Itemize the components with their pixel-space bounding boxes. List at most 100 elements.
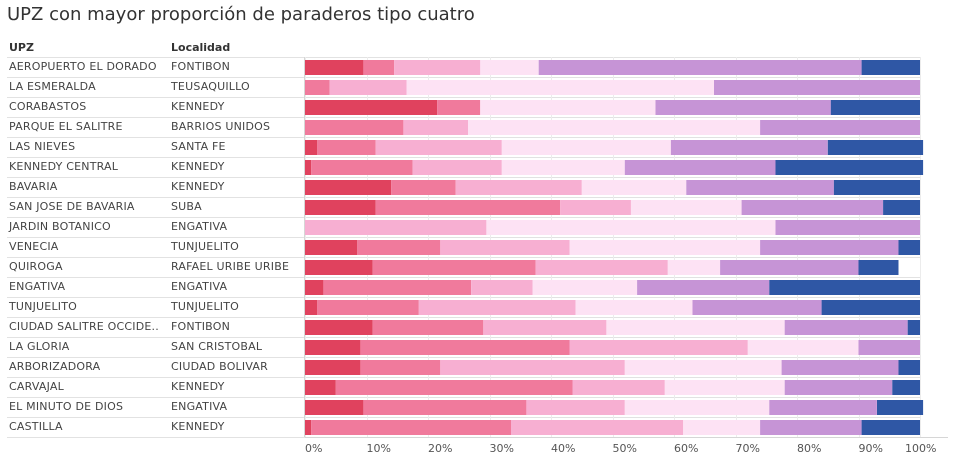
bar-segment[interactable]: [440, 360, 625, 375]
bar-segment[interactable]: [305, 120, 404, 135]
bar-segment[interactable]: [833, 180, 920, 195]
bar-segment[interactable]: [375, 200, 561, 215]
bar-segment[interactable]: [572, 380, 665, 395]
bar-segment[interactable]: [305, 160, 312, 175]
bar-segment[interactable]: [317, 140, 376, 155]
bar-segment[interactable]: [775, 220, 921, 235]
bar-segment[interactable]: [741, 200, 884, 215]
bar-segment[interactable]: [305, 200, 376, 215]
bar-segment[interactable]: [784, 380, 893, 395]
bar-segment[interactable]: [670, 140, 828, 155]
bar-segment[interactable]: [575, 300, 693, 315]
bar-segment[interactable]: [311, 160, 413, 175]
bar-segment[interactable]: [683, 420, 761, 435]
bar-segment[interactable]: [769, 400, 877, 415]
bar-segment[interactable]: [317, 300, 419, 315]
bar-segment[interactable]: [305, 320, 373, 335]
bar-segment[interactable]: [624, 160, 776, 175]
bar-segment[interactable]: [624, 360, 782, 375]
bar-segment[interactable]: [892, 380, 920, 395]
bar-segment[interactable]: [760, 120, 920, 135]
bar-segment[interactable]: [305, 260, 373, 275]
bar-segment[interactable]: [781, 360, 899, 375]
bar-segment[interactable]: [471, 280, 533, 295]
bar-segment[interactable]: [363, 60, 395, 75]
bar-segment[interactable]: [532, 280, 638, 295]
bar-segment[interactable]: [538, 60, 862, 75]
bar-segment[interactable]: [412, 160, 502, 175]
bar-segment[interactable]: [784, 320, 908, 335]
bar-segment[interactable]: [372, 320, 484, 335]
bar-segment[interactable]: [858, 340, 921, 355]
bar-segment[interactable]: [323, 280, 471, 295]
bar-segment[interactable]: [363, 400, 527, 415]
bar-segment[interactable]: [480, 60, 539, 75]
bar-segment[interactable]: [560, 200, 631, 215]
bar-segment[interactable]: [305, 80, 330, 95]
bar-segment[interactable]: [581, 180, 687, 195]
bar-segment[interactable]: [747, 340, 859, 355]
bar-segment[interactable]: [511, 420, 684, 435]
bar-segment[interactable]: [907, 320, 920, 335]
bar-segment[interactable]: [883, 200, 920, 215]
bar-segment[interactable]: [305, 340, 361, 355]
bar-segment[interactable]: [861, 60, 920, 75]
bar-segment[interactable]: [692, 300, 822, 315]
bar-segment[interactable]: [360, 360, 441, 375]
bar-segment[interactable]: [311, 420, 511, 435]
bar-segment[interactable]: [305, 140, 318, 155]
bar-segment[interactable]: [637, 280, 770, 295]
bar-segment[interactable]: [686, 180, 834, 195]
bar-segment[interactable]: [406, 80, 715, 95]
bar-segment[interactable]: [858, 260, 899, 275]
bar-segment[interactable]: [775, 160, 924, 175]
bar-segment[interactable]: [821, 300, 920, 315]
bar-segment[interactable]: [769, 280, 920, 295]
bar-segment[interactable]: [305, 240, 358, 255]
bar-segment[interactable]: [667, 260, 721, 275]
bar-segment[interactable]: [720, 260, 859, 275]
bar-segment[interactable]: [569, 340, 748, 355]
bar-segment[interactable]: [760, 420, 862, 435]
bar-segment[interactable]: [664, 380, 785, 395]
bar-segment[interactable]: [606, 320, 785, 335]
bar-segment[interactable]: [655, 100, 831, 115]
bar-segment[interactable]: [526, 400, 625, 415]
bar-segment[interactable]: [624, 400, 770, 415]
bar-segment[interactable]: [468, 120, 761, 135]
bar-segment[interactable]: [830, 100, 920, 115]
bar-segment[interactable]: [372, 260, 536, 275]
bar-segment[interactable]: [486, 220, 776, 235]
bar-segment[interactable]: [305, 100, 438, 115]
bar-segment[interactable]: [375, 140, 502, 155]
bar-segment[interactable]: [631, 200, 742, 215]
bar-segment[interactable]: [501, 160, 625, 175]
bar-segment[interactable]: [394, 60, 481, 75]
bar-segment[interactable]: [861, 420, 920, 435]
bar-segment[interactable]: [569, 240, 761, 255]
bar-segment[interactable]: [305, 180, 392, 195]
bar-segment[interactable]: [305, 380, 336, 395]
bar-segment[interactable]: [360, 340, 570, 355]
bar-segment[interactable]: [760, 240, 899, 255]
bar-segment[interactable]: [483, 320, 607, 335]
bar-segment[interactable]: [535, 260, 668, 275]
bar-segment[interactable]: [391, 180, 456, 195]
bar-segment[interactable]: [480, 100, 656, 115]
bar-segment[interactable]: [305, 400, 364, 415]
bar-segment[interactable]: [357, 240, 441, 255]
bar-segment[interactable]: [305, 300, 318, 315]
bar-segment[interactable]: [418, 300, 576, 315]
bar-segment[interactable]: [898, 360, 921, 375]
bar-segment[interactable]: [403, 120, 468, 135]
bar-segment[interactable]: [898, 240, 921, 255]
bar-segment[interactable]: [329, 80, 407, 95]
bar-segment[interactable]: [827, 140, 924, 155]
bar-segment[interactable]: [501, 140, 671, 155]
bar-segment[interactable]: [335, 380, 573, 395]
bar-segment[interactable]: [440, 240, 570, 255]
bar-segment[interactable]: [714, 80, 920, 95]
bar-segment[interactable]: [305, 60, 364, 75]
bar-segment[interactable]: [877, 400, 924, 415]
bar-segment[interactable]: [305, 420, 312, 435]
